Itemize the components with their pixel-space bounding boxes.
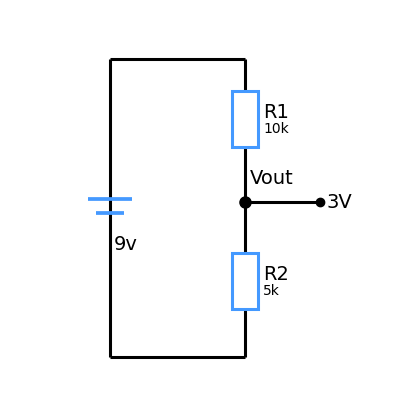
Bar: [232, 91, 258, 147]
Bar: [232, 253, 258, 309]
Text: 9v: 9v: [114, 235, 138, 253]
Text: 5k: 5k: [263, 284, 280, 298]
Text: R1: R1: [263, 103, 289, 122]
Text: R2: R2: [263, 265, 289, 284]
Text: 10k: 10k: [263, 122, 289, 136]
Text: Vout: Vout: [250, 169, 294, 188]
Text: 3V: 3V: [326, 192, 352, 211]
